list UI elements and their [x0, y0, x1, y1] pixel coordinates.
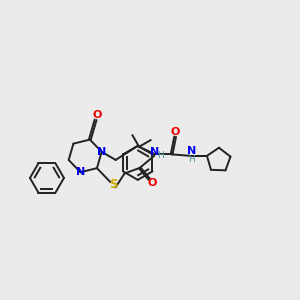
Text: H: H: [188, 155, 195, 164]
Text: H: H: [158, 151, 164, 160]
Text: O: O: [148, 178, 157, 188]
Text: N: N: [187, 146, 196, 156]
Text: S: S: [109, 178, 117, 191]
Text: N: N: [150, 147, 159, 157]
Text: N: N: [76, 167, 85, 177]
Text: O: O: [92, 110, 102, 120]
Text: N: N: [97, 147, 106, 157]
Text: O: O: [170, 127, 180, 137]
